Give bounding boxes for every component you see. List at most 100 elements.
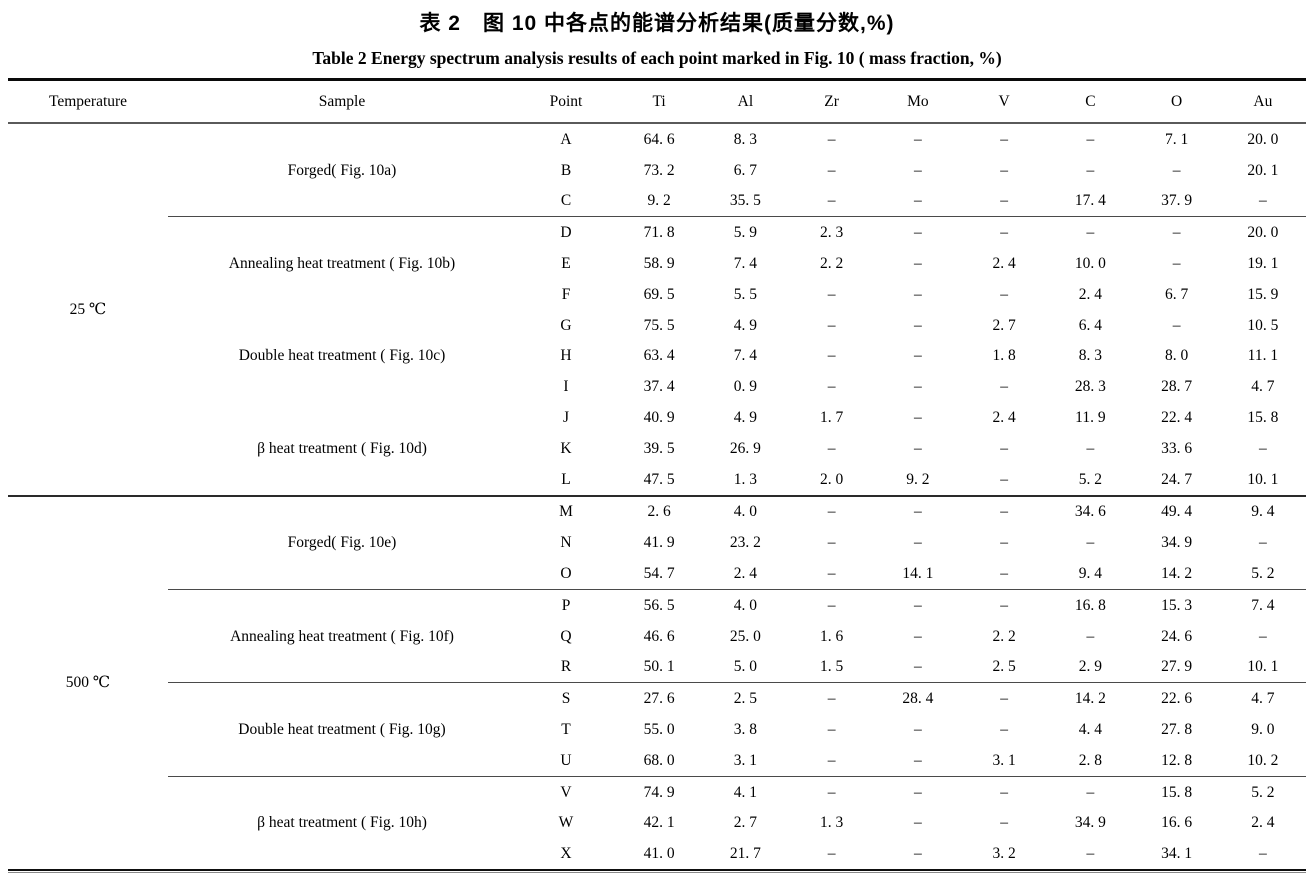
cell-v: – (961, 775, 1048, 808)
cell-ti: 75. 5 (643, 316, 675, 334)
cell-zr: – (827, 161, 836, 179)
cell-mo: – (874, 216, 961, 249)
table-title-english: Table 2 Energy spectrum analysis results… (312, 48, 1002, 68)
cell-al: 21. 7 (729, 845, 761, 863)
cell-al: 2. 5 (702, 682, 789, 715)
point-cell: X (560, 845, 572, 863)
cell-zr: – (827, 751, 836, 769)
cell-al: 26. 9 (729, 439, 761, 457)
cell-ti: 2. 6 (616, 494, 703, 528)
cell-al: 3. 8 (733, 721, 757, 739)
column-header-v: V (961, 79, 1048, 124)
cell-au: – (1259, 439, 1267, 457)
cell-v: – (1000, 534, 1008, 552)
cell-al: 2. 4 (733, 565, 757, 583)
cell-mo: – (914, 409, 922, 427)
cell-au: 19. 1 (1247, 255, 1279, 273)
cell-au: 10. 1 (1247, 658, 1279, 676)
cell-mo: – (914, 751, 922, 769)
cell-ti: 64. 6 (643, 130, 675, 148)
cell-au: 15. 9 (1247, 285, 1279, 303)
cell-c: 11. 9 (1075, 409, 1106, 427)
cell-au: 7. 4 (1219, 588, 1306, 621)
cell-o: 27. 8 (1161, 721, 1193, 739)
table-body: 25 ℃ Forged( Fig. 10a) A 64. 6 8. 3 – – – – 7. 1 2… (8, 123, 1306, 870)
table-row: E 58. 9 7. 4 2. 2 – 2. 4 10. 0 – 19. 1 (8, 248, 1306, 279)
cell-al: 0. 9 (733, 378, 757, 396)
cell-au: 11. 1 (1247, 347, 1279, 365)
cell-al: 25. 0 (729, 627, 761, 645)
cell-c: 14. 2 (1047, 682, 1134, 715)
sample-cell: Forged( Fig. 10e) (168, 494, 516, 590)
sample-cell: Annealing heat treatment ( Fig. 10f) (168, 588, 516, 683)
cell-zr: 2. 0 (820, 470, 844, 488)
point-cell: D (516, 216, 616, 249)
cell-mo: – (874, 588, 961, 621)
column-header-sample: Sample (168, 79, 516, 124)
cell-ti: 54. 7 (643, 565, 675, 583)
cell-al: 4. 1 (702, 775, 789, 808)
cell-au: 10. 1 (1247, 470, 1279, 488)
cell-zr: – (827, 439, 836, 457)
cell-v: – (1000, 285, 1008, 303)
table-row: B 73. 2 6. 7 – – – – – 20. 1 (8, 155, 1306, 186)
cell-v: – (961, 494, 1048, 528)
cell-au: 5. 2 (1219, 775, 1306, 808)
cell-o: 33. 6 (1161, 439, 1193, 457)
cell-v: 1. 8 (992, 347, 1016, 365)
cell-au: 20. 0 (1219, 216, 1306, 249)
cell-al: 4. 0 (702, 494, 789, 528)
point-cell: B (560, 161, 572, 179)
cell-zr: – (827, 721, 836, 739)
cell-ti: 9. 2 (647, 192, 671, 210)
column-header-au: Au (1219, 79, 1306, 124)
cell-mo: 9. 2 (906, 470, 930, 488)
cell-mo: – (874, 494, 961, 528)
table-row: N 41. 9 23. 2 – – – – 34. 9 – (8, 527, 1306, 558)
cell-c: 2. 8 (1078, 751, 1102, 769)
cell-o: 12. 8 (1161, 751, 1193, 769)
cell-o: 34. 1 (1161, 845, 1193, 863)
cell-c: – (1086, 130, 1095, 148)
cell-o: 7. 1 (1165, 130, 1189, 148)
cell-zr: 1. 6 (820, 627, 844, 645)
cell-o: 34. 9 (1161, 534, 1193, 552)
cell-ti: 55. 0 (643, 721, 675, 739)
cell-ti: 40. 9 (643, 409, 675, 427)
cell-v: – (1000, 470, 1008, 488)
point-cell: T (561, 721, 571, 739)
cell-mo: – (914, 534, 922, 552)
cell-c: – (1086, 439, 1095, 457)
cell-ti: 63. 4 (643, 347, 675, 365)
point-cell: J (562, 409, 570, 427)
cell-v: – (961, 588, 1048, 621)
cell-v: – (1000, 161, 1008, 179)
cell-al: 7. 4 (733, 347, 757, 365)
cell-zr: – (827, 534, 836, 552)
cell-mo: – (914, 721, 922, 739)
point-cell: V (516, 775, 616, 808)
cell-c: 10. 0 (1074, 255, 1106, 273)
cell-mo: – (914, 192, 922, 210)
cell-al: 7. 4 (733, 255, 757, 273)
table-row: Double heat treatment ( Fig. 10c) G 75. 5 4… (8, 310, 1306, 365)
cell-ti: 41. 9 (643, 534, 675, 552)
cell-o: – (1172, 316, 1181, 334)
table-row: β heat treatment ( Fig. 10h) V 74. 9 4. 1– –… (8, 775, 1306, 870)
cell-au: – (1259, 534, 1267, 552)
point-cell: K (560, 439, 572, 457)
cell-zr: – (827, 565, 836, 583)
sample-cell: β heat treatment ( Fig. 10h) (168, 775, 516, 870)
cell-c: 8. 3 (1078, 347, 1102, 365)
cell-au: 20. 1 (1247, 161, 1279, 179)
cell-c: – (1086, 161, 1095, 179)
point-cell: I (563, 378, 569, 396)
cell-o: 37. 9 (1161, 192, 1193, 210)
cell-al: 4. 9 (733, 316, 757, 334)
cell-au: – (1259, 627, 1267, 645)
point-cell: E (561, 255, 571, 273)
cell-o: 27. 9 (1161, 658, 1193, 676)
cell-au: 15. 8 (1247, 409, 1279, 427)
